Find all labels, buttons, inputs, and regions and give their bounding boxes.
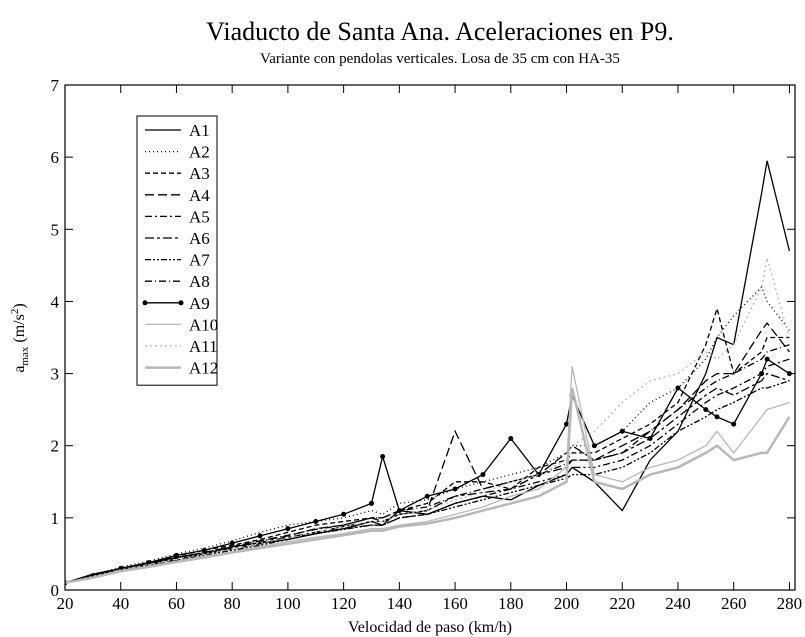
- legend-label: A4: [189, 186, 210, 205]
- legend-marker: [142, 300, 148, 306]
- x-tick-label: 160: [442, 594, 468, 613]
- legend-label: A6: [189, 229, 210, 248]
- series-line: [65, 358, 790, 584]
- legend-label: A10: [189, 315, 218, 334]
- series-marker: [257, 533, 263, 539]
- y-tick-label: 6: [51, 148, 60, 167]
- y-tick-label: 0: [51, 581, 60, 600]
- legend-label: A9: [189, 294, 210, 313]
- series-marker: [368, 500, 374, 506]
- series-marker: [619, 428, 625, 434]
- series-marker: [452, 486, 458, 492]
- x-tick-label: 280: [777, 594, 803, 613]
- plot-frame: [64, 84, 796, 591]
- x-tick-label: 20: [57, 594, 74, 613]
- chart-title: Viaducto de Santa Ana. Aceleraciones en …: [206, 17, 674, 46]
- series-marker: [313, 518, 319, 524]
- y-label-sub: max: [19, 346, 31, 365]
- x-tick-label: 120: [331, 594, 357, 613]
- y-tick-label: 2: [51, 437, 60, 456]
- x-tick-label: 60: [168, 594, 185, 613]
- y-tick-label: 4: [51, 292, 60, 311]
- series-marker: [229, 540, 235, 546]
- legend-label: A3: [189, 164, 210, 183]
- series-line: [65, 160, 791, 584]
- x-tick-label: 40: [112, 594, 129, 613]
- series-marker: [564, 421, 570, 427]
- legend-label: A11: [189, 337, 218, 356]
- legend-label: A8: [189, 272, 210, 291]
- legend-label: A1: [189, 121, 210, 140]
- series-line: [65, 322, 790, 584]
- series-marker: [714, 414, 720, 420]
- series-line: [65, 306, 790, 584]
- x-tick-label: 200: [554, 594, 580, 613]
- series-marker: [647, 436, 653, 441]
- y-label-sup: 2: [9, 309, 21, 315]
- series-line: [65, 366, 790, 584]
- x-tick-label: 80: [224, 594, 241, 613]
- legend-label: A12: [189, 359, 218, 378]
- series-line: [65, 387, 791, 585]
- series-marker: [675, 385, 681, 391]
- series-marker: [173, 552, 179, 558]
- series-marker: [341, 511, 347, 517]
- legend-label: A2: [189, 143, 210, 162]
- y-tick-label: 1: [51, 509, 60, 528]
- series-line: [65, 257, 791, 584]
- plot-area: [65, 160, 792, 586]
- x-tick-label: 180: [498, 594, 524, 613]
- series-marker: [424, 493, 430, 499]
- y-tick-label: 3: [51, 365, 60, 384]
- series-line: [65, 372, 790, 584]
- series-marker: [536, 472, 542, 478]
- x-tick-label: 240: [665, 594, 691, 613]
- y-label-close: ): [11, 303, 28, 308]
- legend-label: A5: [189, 207, 210, 226]
- series-marker: [396, 508, 402, 514]
- x-tick-label: 220: [610, 594, 636, 613]
- series-marker: [731, 421, 737, 427]
- x-axis-label: Velocidad de paso (km/h): [348, 619, 512, 636]
- series-line: [65, 358, 790, 584]
- series-marker: [146, 560, 152, 566]
- x-tick-label: 100: [275, 594, 301, 613]
- y-label-base: a: [11, 366, 28, 373]
- series-marker: [285, 526, 291, 532]
- chart-subtitle: Variante con pendolas verticales. Losa d…: [260, 51, 620, 67]
- x-tick-label: 140: [387, 594, 413, 613]
- y-axis-label: amax (m/s2): [9, 303, 31, 372]
- series-marker: [591, 443, 597, 449]
- series-marker: [764, 356, 770, 362]
- series-marker: [759, 371, 765, 377]
- series-marker: [380, 454, 386, 460]
- series-marker: [508, 436, 514, 441]
- y-tick-label: 5: [51, 220, 60, 239]
- legend-marker: [178, 300, 184, 306]
- legend-box: [136, 115, 218, 386]
- legend-label: A7: [189, 251, 210, 270]
- x-tick-label: 260: [721, 594, 747, 613]
- series-marker: [480, 472, 486, 478]
- y-label-unit: (m/s: [11, 314, 28, 346]
- series-marker: [201, 547, 207, 553]
- series-marker: [703, 407, 709, 413]
- y-tick-label: 7: [51, 76, 60, 95]
- series-line: [65, 380, 790, 584]
